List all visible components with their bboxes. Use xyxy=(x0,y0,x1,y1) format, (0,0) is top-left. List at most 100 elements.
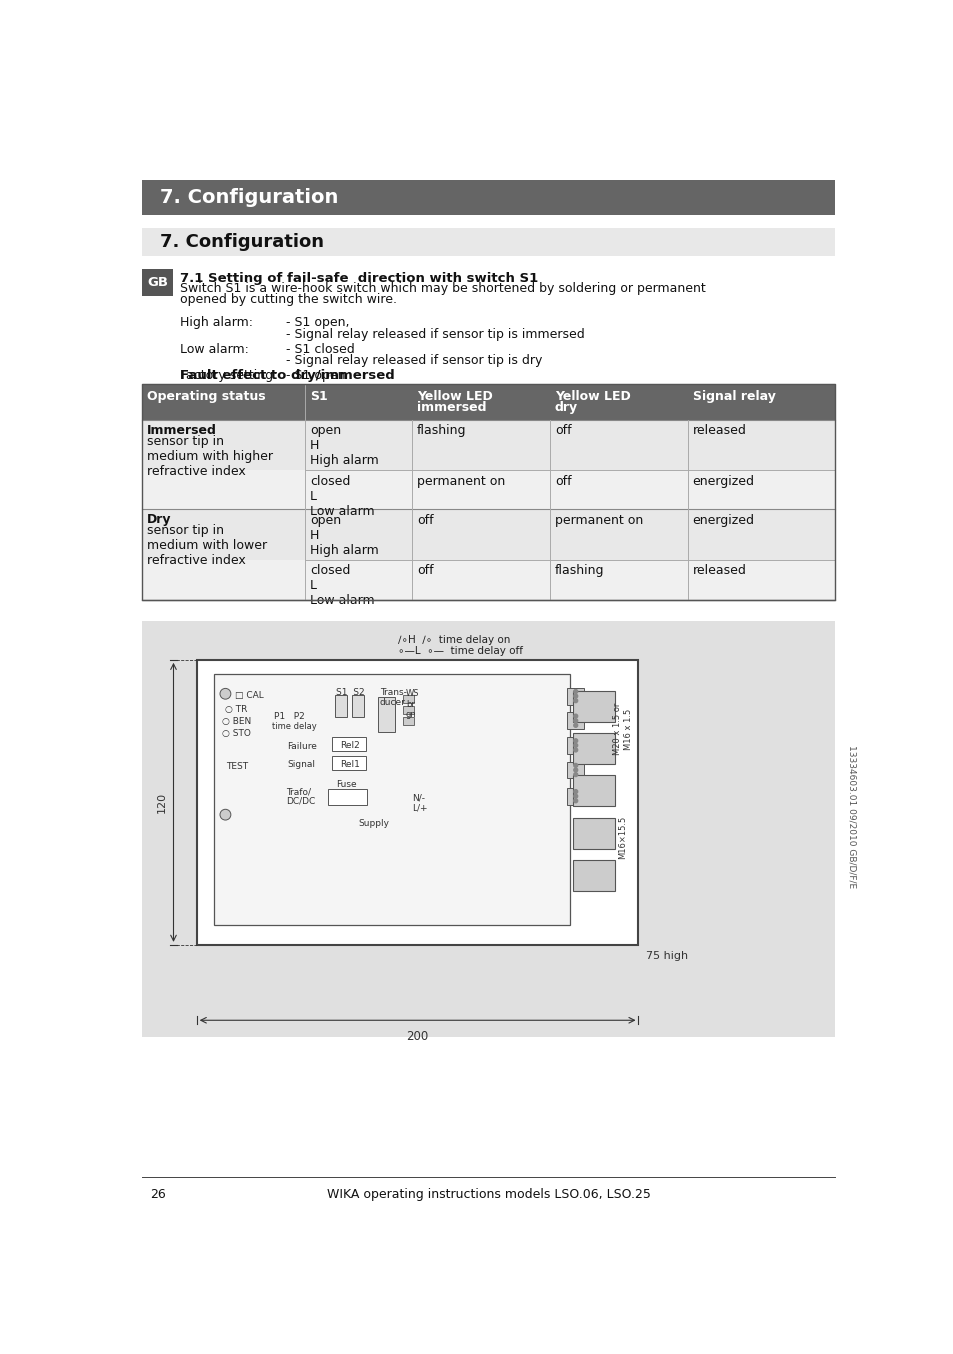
Text: - S1 open,: - S1 open, xyxy=(286,317,349,329)
Bar xyxy=(572,691,615,722)
Text: TEST: TEST xyxy=(226,762,248,772)
Bar xyxy=(142,385,835,420)
Bar xyxy=(567,761,583,779)
Text: sensor tip in
medium with lower
refractive index: sensor tip in medium with lower refracti… xyxy=(147,524,267,567)
Bar xyxy=(142,621,835,1037)
Text: WIKA operating instructions models LSO.06, LSO.25: WIKA operating instructions models LSO.0… xyxy=(327,1187,650,1201)
Bar xyxy=(142,559,835,600)
Text: - S1 closed: - S1 closed xyxy=(286,343,355,356)
Circle shape xyxy=(573,747,578,751)
Bar xyxy=(352,696,364,716)
Circle shape xyxy=(573,773,578,777)
Text: opened by cutting the switch wire.: opened by cutting the switch wire. xyxy=(179,294,396,306)
Text: Rel1: Rel1 xyxy=(340,760,359,769)
Text: off: off xyxy=(555,475,571,487)
Text: S1  S2: S1 S2 xyxy=(335,688,364,696)
Circle shape xyxy=(573,764,578,768)
Bar xyxy=(567,788,583,804)
Text: - Signal relay released if sensor tip is immersed: - Signal relay released if sensor tip is… xyxy=(286,328,584,341)
Bar xyxy=(142,420,835,470)
Bar xyxy=(572,733,615,764)
Bar xyxy=(377,697,395,731)
Text: 75 high: 75 high xyxy=(645,951,688,961)
Text: M20 x 1.5 or
M16 x 1.5: M20 x 1.5 or M16 x 1.5 xyxy=(613,703,632,756)
Bar xyxy=(332,737,365,750)
Text: Factory setting:: Factory setting: xyxy=(179,368,276,382)
Text: closed
L
Low alarm: closed L Low alarm xyxy=(310,565,375,608)
Text: Immersed: Immersed xyxy=(147,424,216,436)
Text: open
H
High alarm: open H High alarm xyxy=(310,424,378,467)
Text: Yellow LED: Yellow LED xyxy=(416,390,492,402)
Text: Dry: Dry xyxy=(147,513,172,525)
Text: Operating status: Operating status xyxy=(147,390,266,402)
Text: 7.1 Setting of fail-safe  direction with switch S1: 7.1 Setting of fail-safe direction with … xyxy=(179,272,537,284)
Text: flashing: flashing xyxy=(555,565,603,577)
Text: sensor tip in
medium with higher
refractive index: sensor tip in medium with higher refract… xyxy=(147,435,273,478)
Circle shape xyxy=(573,695,578,699)
Text: energized: energized xyxy=(692,475,754,487)
Text: Fuse: Fuse xyxy=(335,780,356,789)
Circle shape xyxy=(573,789,578,793)
Text: - S1 open: - S1 open xyxy=(286,368,345,382)
Text: permanent on: permanent on xyxy=(555,513,642,527)
Text: 7. Configuration: 7. Configuration xyxy=(159,233,323,250)
Text: dry: dry xyxy=(555,401,578,414)
Bar xyxy=(572,776,615,806)
Circle shape xyxy=(573,768,578,772)
Text: Trafo/: Trafo/ xyxy=(286,788,311,796)
Bar xyxy=(402,716,414,724)
Text: Failure: Failure xyxy=(287,742,317,750)
Circle shape xyxy=(573,714,578,718)
Text: off: off xyxy=(416,565,433,577)
Text: Yellow LED: Yellow LED xyxy=(555,390,630,402)
Bar xyxy=(335,696,347,716)
Text: off: off xyxy=(416,513,433,527)
Text: N/-
L/+: N/- L/+ xyxy=(412,793,427,812)
Text: ○ TR: ○ TR xyxy=(224,704,247,714)
Text: DC/DC: DC/DC xyxy=(286,798,314,806)
Text: released: released xyxy=(692,424,746,437)
Text: Low alarm:: Low alarm: xyxy=(179,343,249,356)
Text: S1: S1 xyxy=(310,390,327,402)
Text: off: off xyxy=(555,424,571,437)
Text: GB: GB xyxy=(148,276,169,290)
Text: 120: 120 xyxy=(157,792,167,812)
Circle shape xyxy=(573,743,578,747)
Bar xyxy=(572,818,615,849)
Bar xyxy=(142,509,835,559)
Text: High alarm:: High alarm: xyxy=(179,317,253,329)
Text: 13334603.01 09/2010 GB/D/F/E: 13334603.01 09/2010 GB/D/F/E xyxy=(846,746,855,888)
Bar xyxy=(142,268,173,297)
Text: M16×15.5: M16×15.5 xyxy=(618,815,627,858)
Text: ○ STO: ○ STO xyxy=(221,730,250,738)
Text: Supply: Supply xyxy=(357,819,389,827)
Bar xyxy=(567,688,583,704)
Bar xyxy=(567,712,583,730)
Circle shape xyxy=(220,688,231,699)
Text: flashing: flashing xyxy=(416,424,466,437)
Text: energized: energized xyxy=(692,513,754,527)
Bar xyxy=(142,385,835,600)
Text: ○ BEN: ○ BEN xyxy=(221,716,251,726)
Text: Rel2: Rel2 xyxy=(340,741,359,750)
Text: time delay: time delay xyxy=(272,722,316,731)
Circle shape xyxy=(573,799,578,803)
Text: ∘—L  ∘—  time delay off: ∘—L ∘— time delay off xyxy=(397,646,522,657)
Bar xyxy=(567,737,583,754)
Text: 26: 26 xyxy=(150,1187,166,1201)
Bar xyxy=(402,705,414,714)
Bar xyxy=(196,659,638,945)
Text: permanent on: permanent on xyxy=(416,475,504,487)
Bar xyxy=(142,227,835,256)
Text: Switch S1 is a wire-hook switch which may be shortened by soldering or permanent: Switch S1 is a wire-hook switch which ma… xyxy=(179,282,704,295)
Text: - Signal relay released if sensor tip is dry: - Signal relay released if sensor tip is… xyxy=(286,355,541,367)
Text: P1   P2: P1 P2 xyxy=(274,712,305,722)
Bar xyxy=(213,674,570,925)
Bar xyxy=(402,696,414,703)
Text: 7. Configuration: 7. Configuration xyxy=(159,188,337,207)
Text: ∕∘H  ∕∘  time delay on: ∕∘H ∕∘ time delay on xyxy=(397,635,510,646)
Circle shape xyxy=(220,810,231,821)
Text: 200: 200 xyxy=(406,1029,428,1043)
Circle shape xyxy=(573,689,578,693)
Text: Trans-
ducer: Trans- ducer xyxy=(379,688,406,707)
